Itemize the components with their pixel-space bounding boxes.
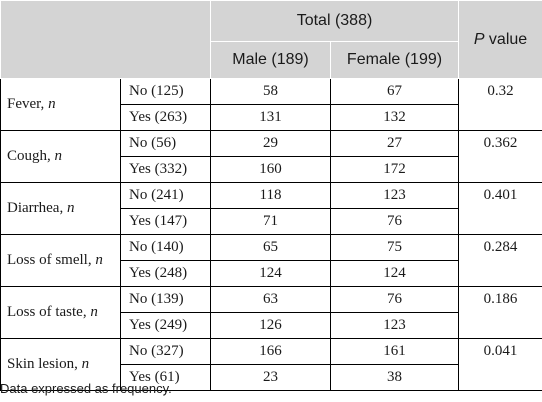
male-count: 58: [210, 78, 331, 105]
header-p-letter: P: [473, 30, 485, 48]
level-cell: Yes (147): [120, 208, 211, 235]
header-p-value: P value: [458, 0, 542, 79]
male-count: 126: [210, 312, 331, 339]
table-row: Yes (332) 160 172: [1, 156, 542, 183]
header-total: Total (388): [210, 0, 459, 42]
table-row: Fever, n No (125) 58 67 0.32: [0, 78, 542, 131]
female-count: 75: [330, 234, 459, 261]
male-count: 29: [210, 130, 331, 157]
table-row: Diarrhea, n No (241) 118 123 0.401: [0, 182, 542, 235]
female-count: 76: [330, 208, 459, 235]
p-value-cell: 0.284: [458, 234, 542, 287]
variable-n: n: [90, 304, 98, 320]
table-row: Loss of smell, n No (140) 65 75 0.284: [0, 234, 542, 287]
table-header: Total (388) P value Male (189) Female (1…: [0, 0, 542, 79]
female-count: 123: [330, 312, 459, 339]
level-cell: Yes (249): [120, 312, 211, 339]
male-count: 131: [210, 104, 331, 131]
table-row: Yes (263) 131 132: [1, 104, 542, 131]
header-blank-cell: [0, 0, 211, 79]
variable-name: Loss of smell,: [7, 252, 96, 268]
male-count: 23: [210, 364, 331, 391]
male-count: 124: [210, 260, 331, 287]
level-cell: Yes (61): [120, 364, 211, 391]
p-value-cell: 0.362: [458, 130, 542, 183]
level-cell: No (241): [120, 182, 211, 209]
variable-name: Cough,: [7, 148, 55, 164]
male-count: 71: [210, 208, 331, 235]
male-count: 160: [210, 156, 331, 183]
level-cell: No (140): [120, 234, 211, 261]
female-count: 161: [330, 338, 459, 365]
variable-name: Loss of taste,: [7, 304, 91, 320]
female-count: 38: [330, 364, 459, 391]
variable-name: Fever,: [7, 96, 49, 112]
variable-n: n: [48, 96, 56, 112]
male-count: 166: [210, 338, 331, 365]
variable-cell: Diarrhea, n: [0, 182, 121, 235]
table-row: Yes (249) 126 123: [1, 312, 542, 339]
variable-n: n: [54, 148, 63, 164]
header-male: Male (189): [210, 41, 331, 79]
level-cell: No (56): [120, 130, 211, 157]
variable-n: n: [95, 252, 103, 268]
variable-cell: Fever, n: [0, 78, 121, 131]
level-cell: No (327): [120, 338, 211, 365]
level-cell: Yes (263): [120, 104, 211, 131]
variable-cell: Loss of smell, n: [0, 234, 121, 287]
p-value-cell: 0.041: [458, 338, 542, 391]
table-footnote: Data expressed as frequency.: [0, 381, 172, 396]
variable-name: Diarrhea,: [7, 200, 67, 216]
p-value-cell: 0.186: [458, 286, 542, 339]
variable-n: n: [66, 200, 75, 216]
table-row: Loss of taste, n No (139) 63 76 0.186: [0, 286, 542, 339]
female-count: 123: [330, 182, 459, 209]
variable-cell: Skin lesion, n: [0, 338, 121, 391]
p-value-cell: 0.401: [458, 182, 542, 235]
variable-n: n: [81, 356, 90, 372]
male-count: 63: [210, 286, 331, 313]
level-cell: No (125): [120, 78, 211, 105]
table-row: Cough, n No (56) 29 27 0.362: [0, 130, 542, 183]
variable-cell: Loss of taste, n: [0, 286, 121, 339]
table-row: Yes (61) 23 38: [1, 364, 542, 391]
level-cell: Yes (332): [120, 156, 211, 183]
female-count: 124: [330, 260, 459, 287]
female-count: 76: [330, 286, 459, 313]
header-female: Female (199): [330, 41, 459, 79]
level-cell: Yes (248): [120, 260, 211, 287]
female-count: 67: [330, 78, 459, 105]
table-row: Yes (147) 71 76: [1, 208, 542, 235]
variable-cell: Cough, n: [0, 130, 121, 183]
table-row: Yes (248) 124 124: [1, 260, 542, 287]
male-count: 65: [210, 234, 331, 261]
table-row: Skin lesion, n No (327) 166 161 0.041: [0, 338, 542, 391]
level-cell: No (139): [120, 286, 211, 313]
female-count: 132: [330, 104, 459, 131]
data-table: Total (388) P value Male (189) Female (1…: [0, 0, 542, 391]
variable-name: Skin lesion,: [7, 356, 82, 372]
female-count: 27: [330, 130, 459, 157]
p-value-cell: 0.32: [458, 78, 542, 131]
male-count: 118: [210, 182, 331, 209]
header-p-rest: value: [484, 30, 528, 48]
table-body: Fever, n No (125) 58 67 0.32 Yes (263) 1…: [0, 78, 542, 391]
female-count: 172: [330, 156, 459, 183]
